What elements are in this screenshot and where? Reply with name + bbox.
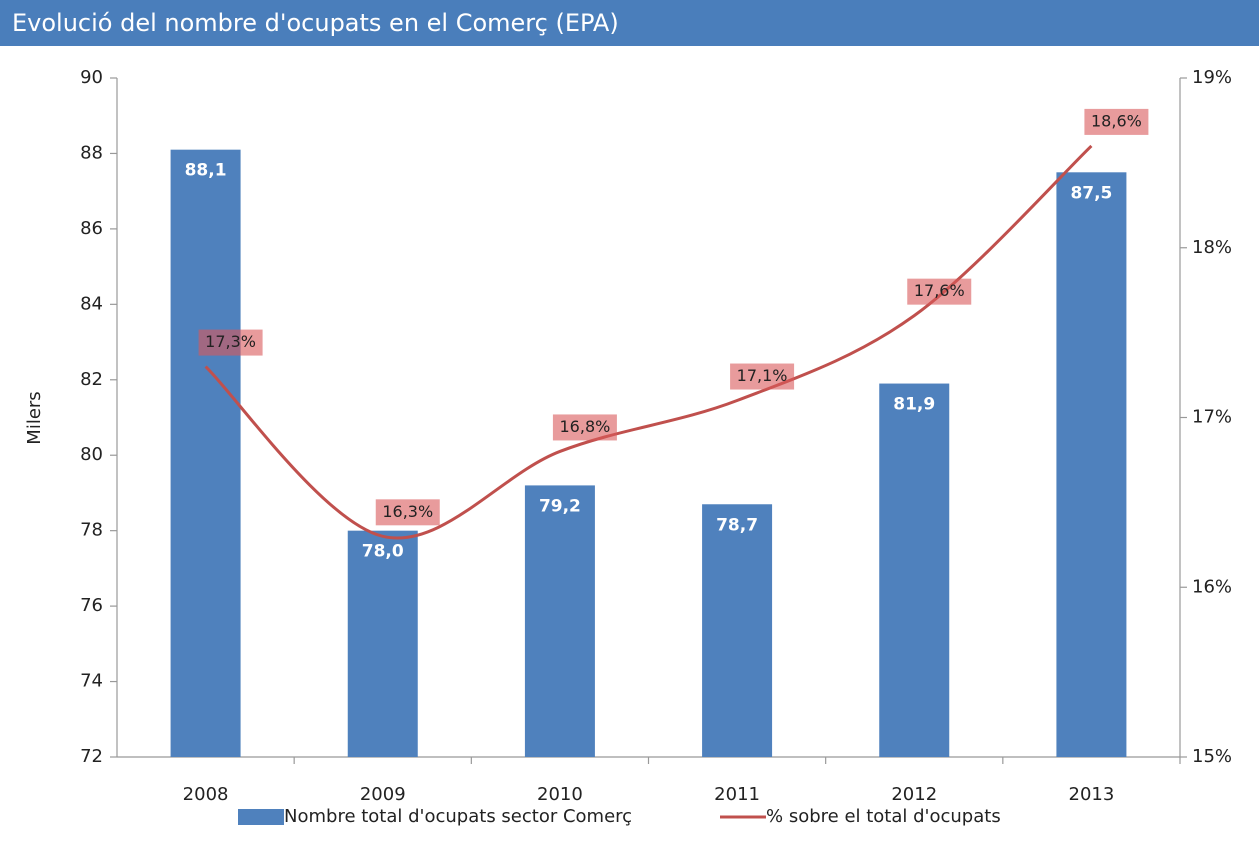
bar xyxy=(1056,172,1127,758)
x-tick-label: 2008 xyxy=(183,784,229,805)
value-label-box xyxy=(552,414,617,441)
line-value-label: 16,3% xyxy=(382,502,433,521)
y-axis-label: Milers xyxy=(24,391,45,444)
y2-tick-label: 15% xyxy=(1192,746,1232,767)
line-value-label: 17,6% xyxy=(914,281,965,300)
value-label-box xyxy=(375,499,440,526)
y2-tick-label: 16% xyxy=(1192,576,1232,597)
x-tick-label: 2010 xyxy=(537,784,583,805)
bar xyxy=(347,530,418,757)
x-tick-label: 2009 xyxy=(360,784,406,805)
line xyxy=(204,144,1093,540)
bar-value-label: 79,2 xyxy=(539,496,581,516)
bar-value-label: 81,9 xyxy=(893,395,935,415)
y-tick-label: 74 xyxy=(80,671,103,692)
bar xyxy=(170,149,241,757)
title-bar xyxy=(0,0,1259,46)
bar-value-label: 78,0 xyxy=(362,542,404,562)
bar xyxy=(879,383,950,757)
value-label-box xyxy=(730,363,795,390)
legend-label: Nombre total d'ocupats sector Comerç xyxy=(284,806,632,827)
line-value-label: 16,8% xyxy=(560,417,611,436)
y-tick-label: 88 xyxy=(80,142,103,163)
y-tick-label: 72 xyxy=(80,746,103,767)
y-tick-label: 76 xyxy=(80,595,103,616)
y2-tick-label: 18% xyxy=(1192,237,1232,258)
bar-value-label: 78,7 xyxy=(716,515,758,535)
bar xyxy=(702,504,773,757)
y-tick-label: 82 xyxy=(80,369,103,390)
x-tick-label: 2012 xyxy=(891,784,937,805)
line-value-label: 17,1% xyxy=(737,366,788,385)
y2-tick-label: 19% xyxy=(1192,67,1232,88)
chart-title: Evolució del nombre d'ocupats en el Come… xyxy=(12,9,619,37)
bar xyxy=(524,485,595,757)
bar-value-label: 87,5 xyxy=(1070,183,1112,203)
legend-swatch xyxy=(238,809,284,825)
line-value-label: 18,6% xyxy=(1091,111,1142,130)
y-tick-label: 86 xyxy=(80,218,103,239)
line-value-label: 17,3% xyxy=(205,332,256,351)
y-tick-label: 84 xyxy=(80,293,103,314)
value-label-box xyxy=(907,278,972,305)
y2-tick-label: 17% xyxy=(1192,407,1232,428)
x-tick-label: 2013 xyxy=(1069,784,1115,805)
x-tick-label: 2011 xyxy=(714,784,760,805)
legend-label: % sobre el total d'ocupats xyxy=(766,806,1001,827)
value-label-box xyxy=(1084,108,1149,135)
y-tick-label: 80 xyxy=(80,444,103,465)
bar-value-label: 88,1 xyxy=(185,161,227,181)
y-tick-label: 90 xyxy=(80,67,103,88)
y-tick-label: 78 xyxy=(80,520,103,541)
value-label-box xyxy=(198,329,263,356)
